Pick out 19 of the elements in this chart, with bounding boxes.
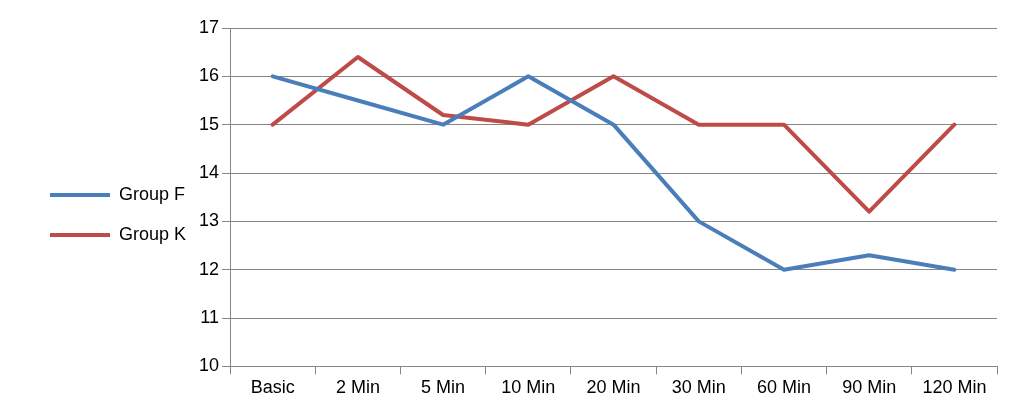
x-tick-label: 30 Min <box>671 377 726 398</box>
x-tick-label: 5 Min <box>421 377 466 398</box>
legend-label: Group F <box>119 183 186 204</box>
x-tick-label: 20 Min <box>586 377 641 398</box>
y-tick-label: 13 <box>199 210 220 231</box>
y-tick-label: 14 <box>199 162 220 182</box>
y-tick-label: 17 <box>199 16 220 37</box>
y-tick-label: 16 <box>199 65 220 86</box>
y-tick-label: 15 <box>199 113 220 134</box>
x-tick-label: 60 Min <box>756 377 811 398</box>
x-tick-label: Basic <box>250 377 295 398</box>
x-tick-label: 2 Min <box>335 377 380 398</box>
x-tick-label: 90 Min <box>842 377 897 398</box>
y-tick-label: 10 <box>199 355 220 376</box>
x-tick-label: 120 Min <box>922 377 987 398</box>
legend-label: Group K <box>119 223 187 244</box>
y-tick-label: 12 <box>199 258 220 279</box>
x-tick-label: 10 Min <box>501 377 556 398</box>
y-tick-label: 11 <box>200 307 220 328</box>
